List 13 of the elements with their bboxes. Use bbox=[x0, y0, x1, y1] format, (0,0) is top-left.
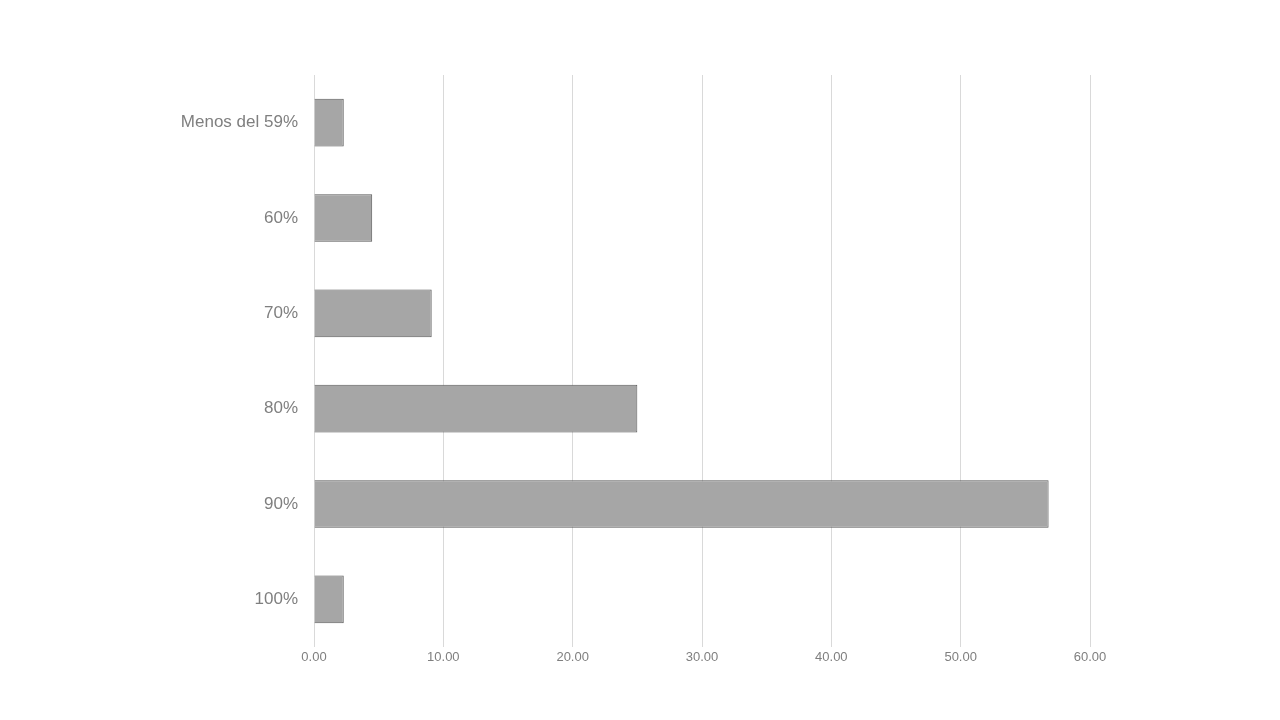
x-tick-label: 60.00 bbox=[1073, 649, 1107, 665]
x-tick-label: 20.00 bbox=[556, 649, 589, 665]
x-tick-label: 50.00 bbox=[944, 649, 977, 665]
x-tick-label: 30.00 bbox=[685, 649, 719, 665]
x-tick-label: 40.00 bbox=[815, 649, 848, 665]
y-tick-label: 70% bbox=[263, 303, 298, 323]
y-tick-label: 80% bbox=[263, 398, 298, 418]
y-tick-label: 100% bbox=[254, 589, 298, 609]
y-tick-label: 90% bbox=[263, 493, 298, 513]
x-tick-label: 10.00 bbox=[427, 649, 460, 665]
y-tick-label: Menos del 59% bbox=[180, 112, 298, 132]
x-tick-label: 0.00 bbox=[301, 649, 327, 665]
y-tick-label: 60% bbox=[263, 207, 298, 227]
